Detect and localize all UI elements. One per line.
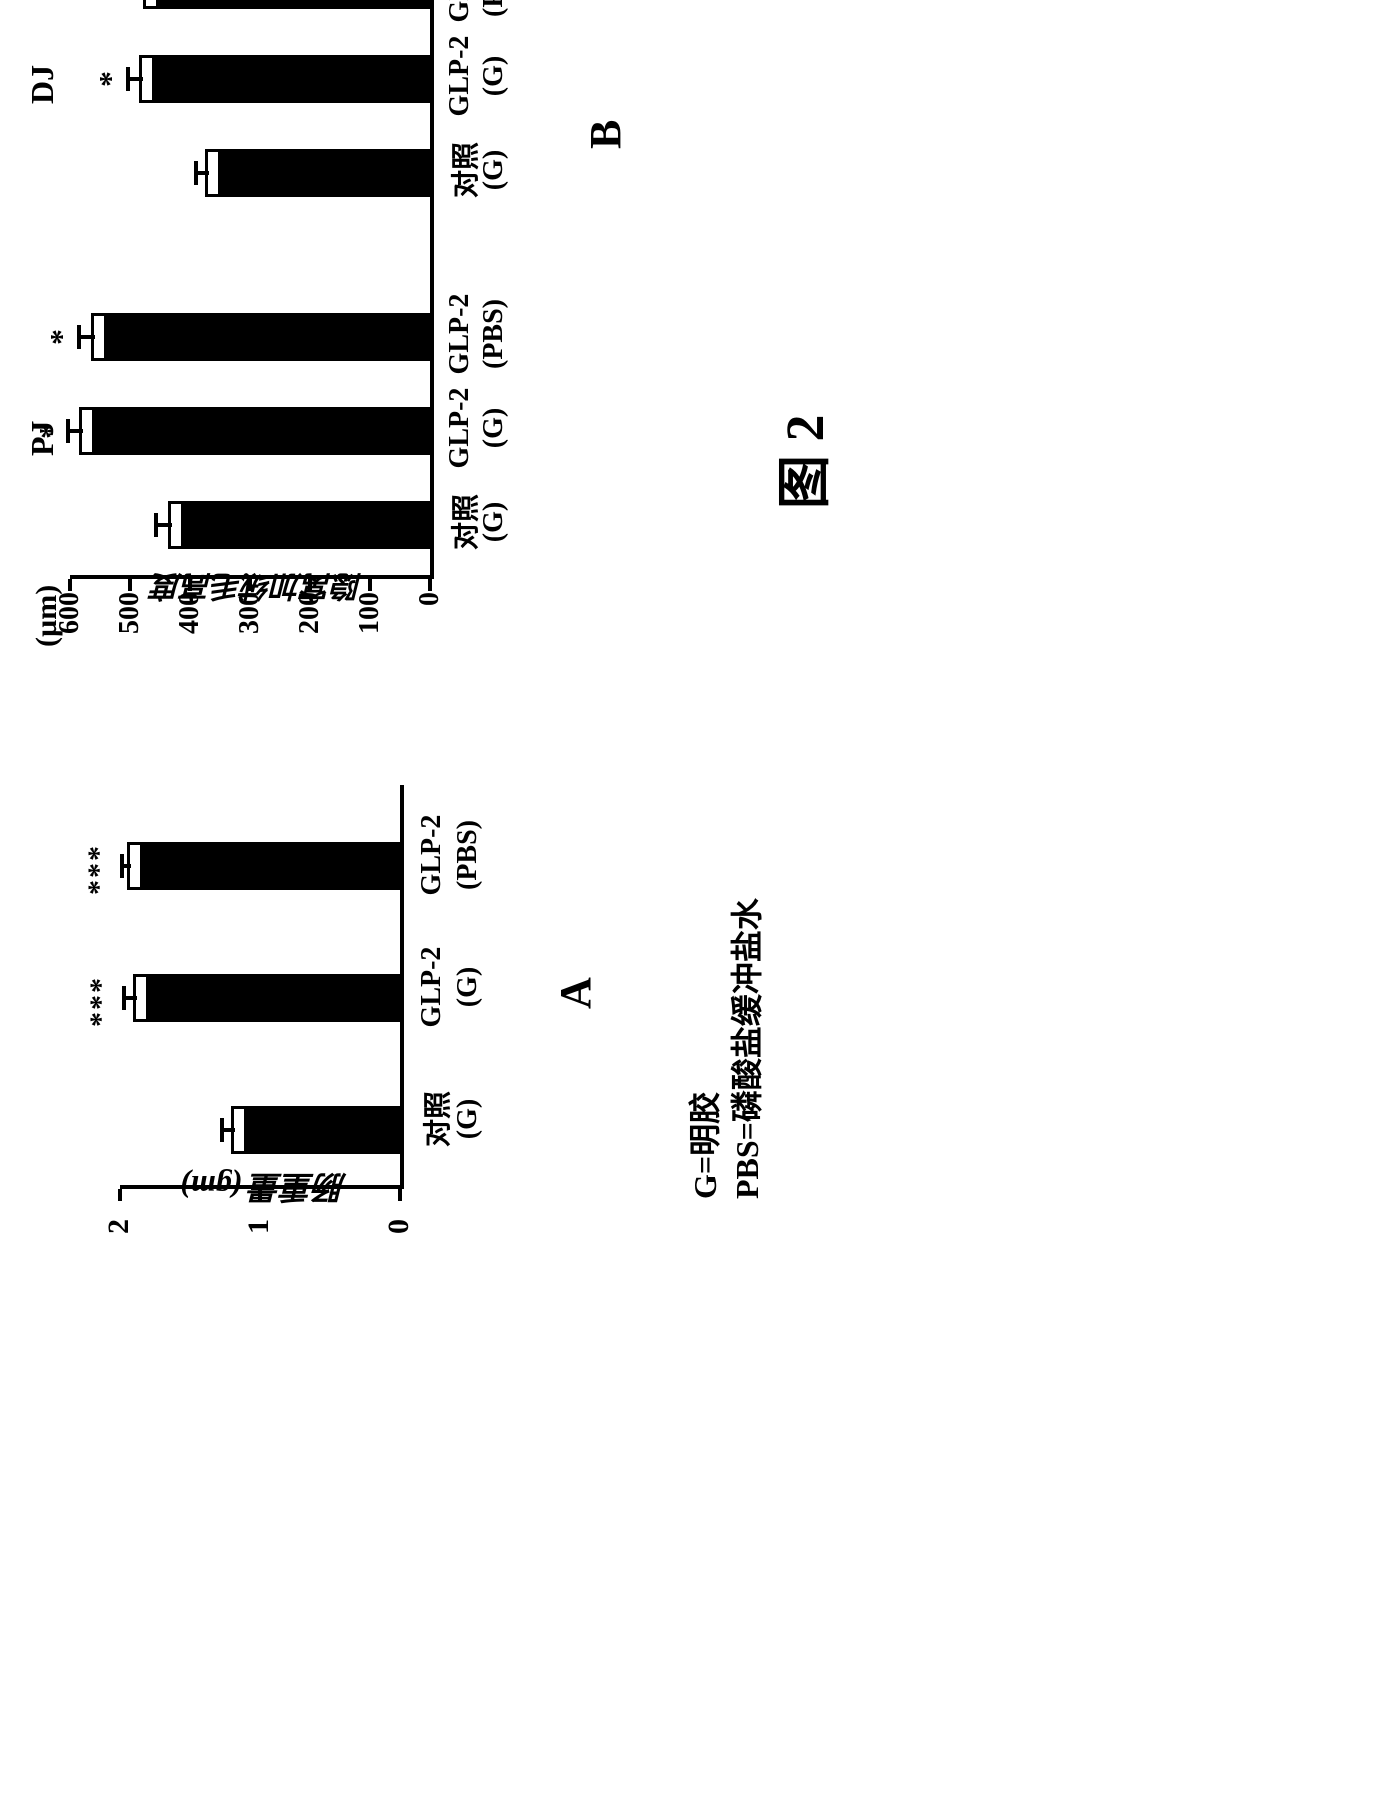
panelB-err-stem	[196, 171, 210, 175]
panelA-cat-name: 对照	[416, 1054, 456, 1184]
panelB-sig: *	[92, 71, 129, 87]
panelA-bar	[131, 842, 400, 890]
panelB-err-stem	[68, 429, 83, 433]
panelA-cat-suffix: (G)	[452, 922, 484, 1052]
panelB-cat-suffix: (G)	[478, 373, 510, 483]
panelA-ytick-label: 2	[102, 1204, 136, 1249]
panelA-cat-name: GLP-2	[416, 790, 448, 920]
panelB-bar	[95, 313, 430, 361]
legend-line: G=明胶	[680, 1092, 726, 1199]
panelB-bar	[172, 501, 430, 549]
panelB-group-label: PJ	[24, 420, 61, 456]
panelB-cat-suffix: (PBS)	[478, 279, 510, 389]
panelB-ytick-label: 0	[414, 592, 446, 657]
panelB-bar-cap	[143, 0, 159, 9]
panelB-cat-suffix: (G)	[478, 21, 510, 131]
figure-label: 图 2	[760, 415, 839, 510]
panelA-cat-suffix: (G)	[452, 1054, 484, 1184]
panelA-x-axis	[400, 785, 404, 1189]
panelB-err-cap	[194, 161, 198, 185]
panelB-cat-suffix: (PBS)	[478, 0, 510, 37]
panelB-bar	[209, 149, 430, 197]
panelB-label: B	[580, 120, 631, 149]
panelA-cat-suffix: (PBS)	[452, 790, 484, 920]
panelB-sig: *	[43, 329, 80, 345]
panelB-x-axis	[430, 0, 434, 579]
panelB-cat-suffix: (G)	[478, 115, 510, 225]
panelA-bar	[137, 974, 400, 1022]
panelA-bar	[235, 1106, 400, 1154]
panelA-ytick-label: 0	[382, 1204, 416, 1249]
panelB-bar	[147, 0, 430, 9]
panelA-label: A	[550, 977, 601, 1009]
panelB-cat-name: GLP-2	[444, 21, 476, 131]
panelB-err-stem	[128, 77, 143, 81]
panelB-cat-name: GLP-2	[444, 373, 476, 483]
panelB-y-title: 隐窝加绒毛高度	[127, 567, 387, 611]
panelB-ytick	[428, 579, 432, 591]
panelB-ytick	[68, 579, 72, 591]
panelB-err-stem	[156, 523, 172, 527]
panelB-err-stem	[79, 335, 95, 339]
panelA-err-cap	[122, 986, 126, 1010]
panelA-ytick	[118, 1189, 122, 1201]
panelA-ytick	[398, 1189, 402, 1201]
panelB-y-unit: (µm)	[30, 585, 64, 647]
panelB-cat-name: GLP-2	[444, 0, 476, 37]
panelA-sig: ***	[84, 976, 118, 1027]
panelA-sig: ***	[82, 844, 116, 895]
panelA-err-cap	[220, 1118, 224, 1142]
legend-line: PBS=磷酸盐缓冲盐水	[722, 898, 768, 1199]
panelB-cat-suffix: (G)	[478, 467, 510, 577]
panelB-bar	[83, 407, 430, 455]
panelB-group-label: DJ	[24, 65, 61, 104]
panelB-err-cap	[154, 513, 158, 537]
panelB-cat-name: GLP-2	[444, 279, 476, 389]
panelA-err-cap	[120, 854, 124, 878]
panelB-bar	[143, 55, 430, 103]
panelA-y-title: 肠重量 (gm)	[163, 1166, 363, 1212]
panelA-cat-name: GLP-2	[416, 922, 448, 1052]
